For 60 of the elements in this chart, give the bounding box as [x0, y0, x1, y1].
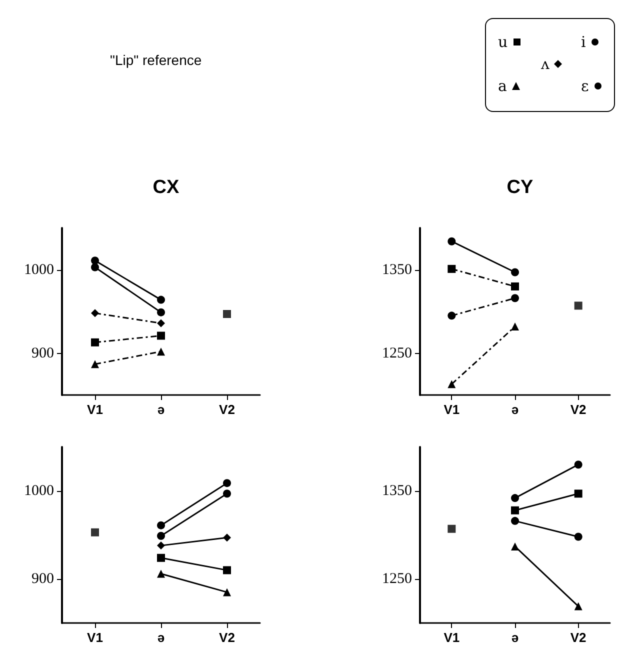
legend-label: ɛ	[581, 77, 589, 95]
point	[157, 554, 165, 562]
point	[91, 528, 99, 536]
y-tick-label: 1250	[382, 345, 412, 362]
text: "Lip" reference	[110, 52, 202, 68]
x-tick-label: V2	[219, 630, 235, 645]
point	[157, 332, 165, 340]
point	[511, 282, 519, 290]
point	[574, 302, 582, 310]
x-tick-label: V2	[570, 402, 586, 417]
y-tick-label: 1250	[382, 571, 412, 587]
point	[223, 310, 231, 318]
y-tick-label: 1000	[24, 483, 54, 499]
legend-label: ʌ	[541, 55, 550, 73]
point	[574, 532, 582, 541]
point	[574, 460, 582, 469]
point	[223, 479, 231, 488]
point	[91, 338, 99, 346]
x-tick-label: ə	[511, 402, 519, 417]
x-tick-label: V1	[87, 402, 103, 417]
point	[157, 542, 165, 550]
chart-title: CX	[152, 177, 180, 198]
point	[511, 516, 519, 525]
point	[157, 296, 165, 304]
point	[157, 521, 165, 530]
point	[448, 264, 456, 273]
point	[223, 534, 231, 542]
x-tick-label: V1	[444, 402, 460, 417]
y-tick-label: 1000	[24, 262, 54, 278]
point	[157, 319, 165, 328]
y-tick-label: 1350	[382, 483, 412, 499]
x-tick-label: V2	[219, 402, 235, 417]
y-tick-label: 1350	[382, 262, 412, 278]
point	[448, 524, 456, 533]
point	[91, 263, 99, 272]
legend-label: u	[498, 33, 508, 51]
point	[448, 312, 456, 320]
point	[157, 308, 165, 316]
point	[448, 237, 456, 246]
chart-title: CY	[506, 177, 534, 198]
point	[223, 490, 231, 498]
point	[511, 506, 519, 514]
legend-label: i	[581, 33, 586, 51]
x-tick-label: V1	[444, 630, 460, 645]
point	[511, 294, 519, 302]
point	[91, 256, 99, 265]
point	[157, 532, 165, 540]
x-tick-label: V1	[87, 630, 103, 645]
point	[223, 566, 231, 574]
point	[511, 494, 519, 502]
y-tick-label: 900	[32, 345, 54, 362]
x-tick-label: ə	[157, 402, 165, 417]
x-tick-label: ə	[157, 630, 165, 645]
point	[511, 268, 519, 276]
point	[91, 309, 99, 318]
x-tick-label: V2	[570, 630, 586, 645]
point	[574, 490, 582, 498]
x-tick-label: ə	[511, 630, 519, 645]
legend-label: a	[498, 77, 507, 95]
y-tick-label: 900	[32, 571, 54, 587]
